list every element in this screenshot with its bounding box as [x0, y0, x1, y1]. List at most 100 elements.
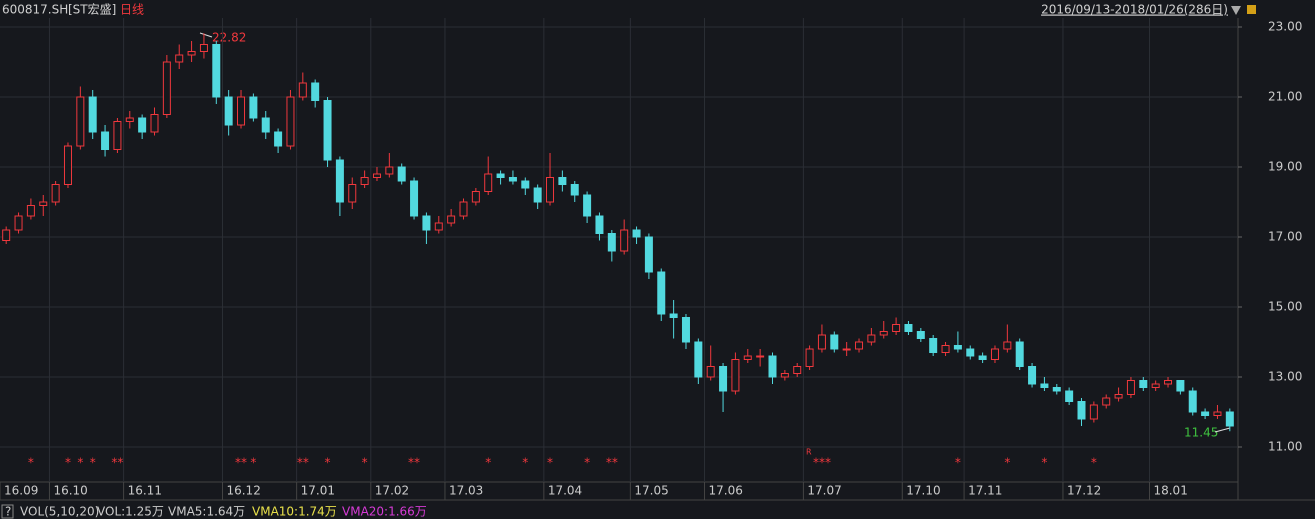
x-tick-label: 16.09 — [4, 484, 38, 498]
low-label: 11.45 — [1184, 426, 1218, 440]
candle-body — [162, 61, 171, 115]
candle-body — [546, 177, 555, 203]
candle-body — [570, 184, 579, 196]
candle-body — [1065, 390, 1074, 402]
candle-body — [669, 313, 678, 318]
x-tick-label: 17.04 — [548, 484, 582, 498]
candle-body — [286, 96, 295, 147]
candle-body — [212, 44, 221, 98]
x-tick-label: 17.11 — [968, 484, 1002, 498]
candle-body — [644, 236, 653, 273]
stock-name: [ST宏盛] — [68, 2, 116, 17]
candle-body — [941, 345, 950, 353]
candle-body — [348, 184, 357, 203]
r-mark: R — [806, 448, 812, 457]
candle-body — [855, 341, 864, 350]
candle-body — [953, 345, 962, 350]
candle-body — [484, 173, 493, 192]
x-tick-label: 17.12 — [1067, 484, 1101, 498]
candle-body — [780, 373, 789, 378]
candle-body — [1040, 383, 1049, 388]
lock-icon[interactable] — [1247, 5, 1256, 14]
candle-body — [1139, 380, 1148, 388]
candle-body — [1089, 404, 1098, 420]
candle-body — [904, 324, 913, 332]
y-tick-label: 15.00 — [1268, 300, 1302, 314]
candle-body — [249, 96, 258, 119]
range-dropdown[interactable] — [1231, 6, 1241, 15]
indicator: VOL(5,10,20) — [20, 505, 99, 519]
candle-body — [237, 96, 246, 126]
candle-body — [175, 54, 184, 63]
high-label: 22.82 — [212, 31, 246, 45]
y-tick-label: 23.00 — [1268, 20, 1302, 34]
signal-mark: * — [362, 456, 368, 470]
help-box[interactable] — [1, 504, 14, 519]
candle-body — [410, 180, 419, 217]
candle-body — [842, 348, 851, 351]
signal-mark: * — [77, 456, 83, 470]
signal-mark: * — [28, 456, 34, 470]
candle-body — [867, 334, 876, 343]
range-label[interactable]: 2016/09/13-2018/01/26(286日) — [1041, 3, 1228, 17]
x-tick-label: 16.10 — [53, 484, 87, 498]
candle-body — [397, 166, 406, 182]
candle-body — [496, 173, 505, 178]
candle-body — [385, 166, 394, 175]
period: 日线 — [120, 3, 144, 17]
candle-body — [2, 229, 11, 241]
candle-body — [39, 201, 48, 206]
symbol: 600817.SH — [2, 3, 68, 17]
candle-body — [521, 180, 530, 189]
high-arrow — [199, 32, 213, 38]
candle-body — [1052, 387, 1061, 392]
candle-body — [1213, 411, 1222, 416]
candle-body — [620, 229, 629, 252]
signal-mark: * — [584, 456, 590, 470]
candle-body — [1102, 397, 1111, 406]
vma5: VMA5:1.64万 — [168, 505, 245, 519]
candle-body — [335, 159, 344, 203]
help[interactable]: ? — [5, 505, 11, 519]
candle-body — [756, 355, 765, 358]
candle-body — [607, 233, 616, 252]
candle-body — [150, 114, 159, 133]
candle-body — [447, 215, 456, 224]
candle-body — [793, 366, 802, 374]
candle-body — [1176, 380, 1185, 392]
y-tick-label: 13.00 — [1268, 370, 1302, 384]
candle-body — [1126, 380, 1135, 395]
x-tick-label: 17.02 — [375, 484, 409, 498]
candle-body — [1015, 341, 1024, 367]
signal-mark: ** — [297, 456, 309, 470]
candle-body — [224, 96, 233, 126]
candle-body — [558, 177, 567, 185]
candle-body — [768, 355, 777, 378]
candle-body — [113, 121, 122, 150]
signal-mark: * — [90, 456, 96, 470]
signal-mark: *** — [813, 456, 831, 470]
candle-body — [101, 131, 110, 150]
x-tick-label: 17.05 — [634, 484, 668, 498]
candle-body — [966, 348, 975, 357]
signal-mark: ** — [606, 456, 618, 470]
candle-body — [916, 331, 925, 339]
signal-mark: * — [250, 456, 256, 470]
y-tick-label: 21.00 — [1268, 90, 1302, 104]
x-tick-label: 17.03 — [449, 484, 483, 498]
candle-body — [595, 215, 604, 234]
candle-body — [26, 205, 35, 217]
candle-body — [298, 82, 307, 98]
candle-body — [1077, 401, 1086, 420]
x-tick-label: 17.10 — [906, 484, 940, 498]
candle-body — [1164, 380, 1173, 385]
candle-body — [1188, 390, 1197, 413]
candle-body — [731, 359, 740, 392]
candle-body — [632, 229, 641, 238]
candle-body — [892, 324, 901, 332]
low-arrow — [1214, 427, 1231, 433]
signal-mark: ** — [235, 456, 247, 470]
y-tick-label: 11.00 — [1268, 440, 1302, 454]
